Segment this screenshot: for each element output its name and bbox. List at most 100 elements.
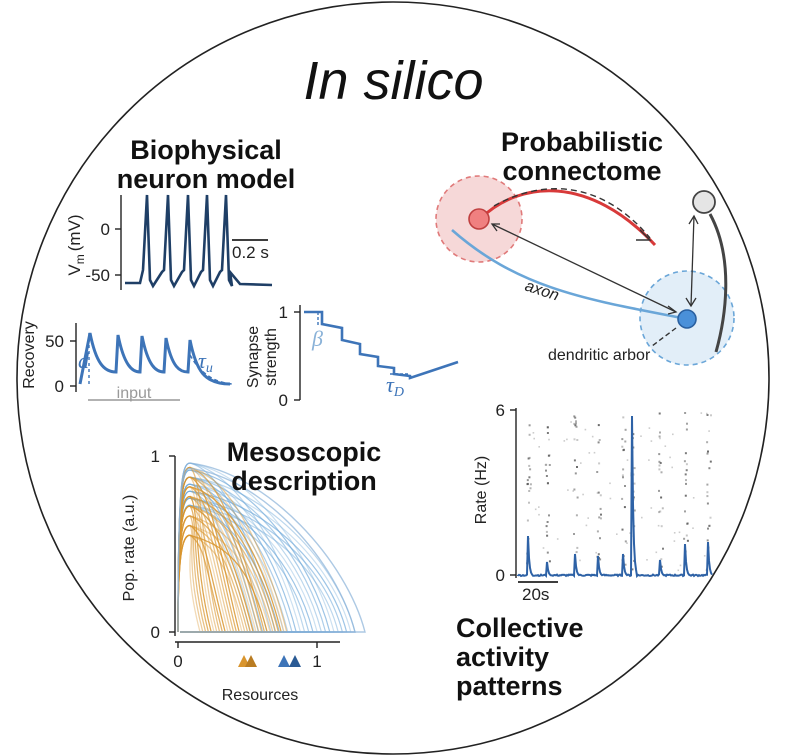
spike-dot — [526, 483, 529, 486]
spike-dot — [646, 559, 648, 561]
spike-dot — [673, 540, 676, 542]
spike-dot — [595, 551, 597, 554]
spike-dot — [650, 440, 653, 442]
spike-dot — [599, 558, 602, 561]
voltage-tick-0: 0 — [101, 220, 110, 239]
heading-mesoscopic: Mesoscopic description — [226, 437, 382, 496]
spike-dot — [658, 412, 661, 415]
spike-dot — [534, 508, 537, 511]
spike-dot — [580, 462, 582, 464]
spike-dot — [686, 522, 689, 525]
spike-dot — [650, 507, 653, 509]
synapse-tick-0: 0 — [279, 391, 288, 410]
spike-dot — [706, 441, 709, 444]
spike-dot — [548, 560, 551, 563]
spike-dot — [709, 460, 712, 463]
spike-dot — [588, 452, 591, 454]
synapse-panel: 1 0 Synapse strength β τD — [245, 303, 459, 410]
recovery-panel: 50 0 Recovery d τu input — [21, 321, 233, 402]
synapse-strength-trace — [304, 310, 459, 380]
spike-dot — [545, 530, 548, 533]
spike-dot — [684, 473, 687, 476]
raster-panel: 6 0 Rate (Hz) 20s — [473, 401, 713, 604]
spike-dot — [707, 527, 709, 530]
spike-dot — [546, 534, 549, 537]
spike-dot — [542, 547, 545, 549]
spike-dot — [621, 474, 624, 477]
spike-dot — [708, 524, 711, 527]
spike-dot — [600, 517, 602, 520]
spike-dot — [655, 551, 658, 554]
voltage-tick-minus50: -50 — [85, 266, 110, 285]
spike-dot — [623, 448, 625, 451]
spike-dot — [660, 496, 663, 499]
spike-dot — [685, 428, 688, 431]
connection-arrow-top-blue — [690, 215, 695, 307]
spike-dot — [659, 462, 662, 464]
spike-dot — [658, 460, 661, 463]
spike-dot — [526, 519, 529, 522]
main-title: In silico — [303, 51, 484, 111]
spike-dot — [660, 471, 663, 474]
spike-dot — [641, 516, 643, 519]
spike-dot — [660, 558, 663, 561]
spike-dot — [538, 513, 540, 516]
spike-dot — [703, 555, 706, 557]
spike-dot — [658, 453, 661, 456]
synapse-ylabel-2: strength — [263, 328, 280, 386]
spike-dot — [708, 524, 711, 527]
spike-dot — [591, 435, 594, 438]
spike-dot — [684, 412, 687, 414]
spike-dot — [657, 524, 660, 527]
spike-dot — [528, 501, 530, 504]
spike-dot — [706, 491, 709, 494]
blue-marker-1 — [278, 655, 290, 667]
spike-dot — [573, 459, 576, 462]
spike-dot — [587, 517, 589, 519]
spike-dot — [621, 445, 624, 448]
spike-dot — [633, 496, 635, 499]
spike-dot — [706, 452, 709, 455]
spike-dot — [545, 525, 548, 528]
synapse-symbol-tau: τD — [386, 372, 404, 400]
blue-neuron — [677, 309, 697, 329]
spike-dot — [538, 446, 540, 448]
spike-dot — [671, 466, 673, 469]
voltage-ylabel: Vm(mV) — [65, 214, 87, 275]
spike-dot — [609, 482, 611, 485]
spike-dot — [658, 511, 660, 514]
spike-dot — [545, 469, 547, 472]
spike-dot — [596, 492, 599, 494]
spike-dot — [684, 494, 687, 497]
dendrite-pointer — [651, 327, 677, 347]
spike-dot — [632, 433, 635, 436]
spike-dot — [633, 467, 636, 470]
connection-arrow-red-blue — [491, 223, 677, 313]
meso-ytick-1: 1 — [151, 447, 160, 466]
spike-dot — [624, 440, 627, 443]
spike-dot — [566, 438, 568, 441]
grey-neuron-process — [708, 213, 728, 353]
spike-dot — [640, 435, 642, 437]
spike-dot — [706, 414, 709, 416]
spike-dot — [573, 533, 575, 535]
spike-dot — [597, 553, 600, 556]
spike-dot — [575, 422, 577, 425]
recovery-trace — [78, 332, 231, 386]
spike-dot — [624, 485, 626, 487]
spike-dot — [548, 454, 551, 457]
spike-dot — [579, 559, 581, 562]
recovery-symbol-d: d — [78, 348, 90, 373]
spike-dot — [573, 422, 576, 425]
spike-dot — [709, 516, 712, 519]
spike-dot — [528, 424, 531, 427]
dendrite-label: dendritic arbor — [548, 347, 651, 364]
spike-dot — [677, 569, 680, 572]
spike-dot — [658, 435, 661, 438]
spike-dot — [658, 464, 661, 467]
spike-dot — [585, 524, 588, 527]
spike-dot — [660, 525, 663, 528]
meso-xtick-0: 0 — [173, 652, 182, 671]
spike-dot — [684, 510, 686, 513]
